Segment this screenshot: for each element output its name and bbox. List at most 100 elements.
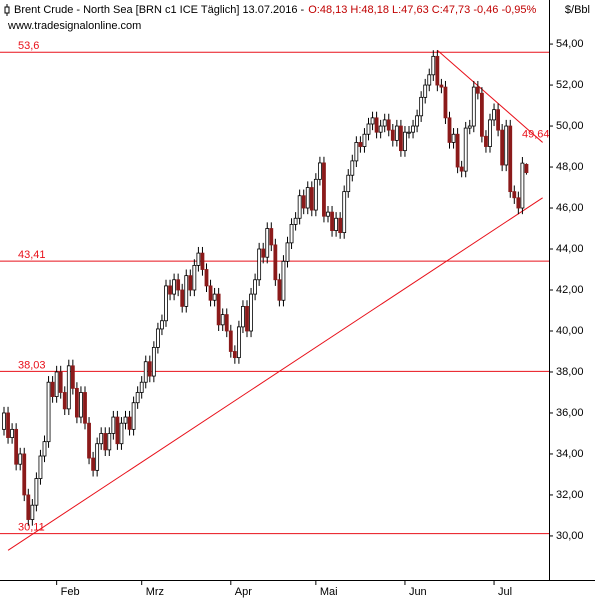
candle-body xyxy=(309,187,314,211)
candle-body xyxy=(180,289,185,307)
candle-body xyxy=(435,55,440,86)
candle-body xyxy=(220,314,225,326)
candle-body xyxy=(508,125,513,193)
candle-body xyxy=(338,217,343,234)
candle-body xyxy=(83,392,87,424)
candle-body xyxy=(492,109,496,121)
candle-body xyxy=(168,285,172,295)
candle-body xyxy=(127,416,132,430)
candle-body xyxy=(241,305,245,328)
chart-title: Brent Crude - North Sea [BRN c1 ICE Tägl… xyxy=(14,4,305,16)
y-tick-label: 42,00 xyxy=(556,284,584,296)
candle-body xyxy=(516,197,521,209)
candle-body xyxy=(172,279,177,295)
candle-body xyxy=(463,127,468,172)
candle-body xyxy=(200,252,205,270)
y-tick-label: 44,00 xyxy=(556,243,584,255)
candle-body xyxy=(151,346,156,377)
candle-body xyxy=(293,217,298,225)
candle-body xyxy=(38,455,43,479)
candle-body xyxy=(390,129,395,141)
candle-body xyxy=(6,412,10,438)
y-tick-label: 34,00 xyxy=(556,448,584,460)
candle-body xyxy=(143,361,148,383)
candle-body xyxy=(500,129,505,166)
candle-body xyxy=(443,86,448,119)
candle-body xyxy=(269,228,274,246)
candle-body xyxy=(34,478,39,506)
candle-body xyxy=(75,387,79,418)
candle-body xyxy=(322,162,326,217)
candle-body xyxy=(504,125,509,166)
candle-body xyxy=(160,320,164,330)
candle-body xyxy=(115,416,120,445)
candle-body xyxy=(354,142,359,162)
trend-line xyxy=(437,49,543,143)
icon xyxy=(4,4,10,16)
candle-body xyxy=(496,109,501,131)
candle-body xyxy=(394,125,399,141)
candle-body xyxy=(236,326,241,359)
candle-body xyxy=(386,119,391,131)
candle-body xyxy=(467,125,472,129)
candle-body xyxy=(419,96,424,117)
level-label: 30,11 xyxy=(18,522,45,534)
candle-body xyxy=(471,86,476,127)
candle-body xyxy=(50,381,55,397)
y-tick-label: 30,00 xyxy=(556,530,584,542)
candle-body xyxy=(459,166,464,172)
y-tick-label: 36,00 xyxy=(556,407,584,419)
candle-body xyxy=(99,433,104,445)
candle-body xyxy=(208,285,213,301)
candle-body xyxy=(139,381,144,393)
y-tick-label: 54,00 xyxy=(556,38,584,50)
candle-body xyxy=(123,416,128,424)
candle-body xyxy=(147,361,152,377)
candle-body xyxy=(451,133,456,143)
candle-body xyxy=(232,351,237,359)
candle-body xyxy=(358,142,363,147)
x-tick-label: Jun xyxy=(409,586,427,598)
x-tick-label: Mai xyxy=(320,586,338,598)
candle-body xyxy=(488,119,492,147)
candle-body xyxy=(70,365,75,389)
y-tick-label: 40,00 xyxy=(556,325,584,337)
x-tick-label: Mrz xyxy=(146,586,164,598)
candle-body xyxy=(253,279,258,295)
quote: O:48,13 H:48,18 L:47,63 C:47,73 -0,46 -0… xyxy=(308,4,536,16)
candle-body xyxy=(14,428,19,465)
y-tick-label: 52,00 xyxy=(556,79,584,91)
candle-body xyxy=(512,191,517,199)
candle-body xyxy=(366,123,371,135)
candle-body xyxy=(91,457,95,471)
candle-body xyxy=(475,86,480,94)
y-tick-label: 48,00 xyxy=(556,161,584,173)
candle-body xyxy=(289,224,294,244)
candle-body xyxy=(297,195,302,219)
candle-body xyxy=(119,422,124,445)
marker-label: 49,64 xyxy=(522,128,550,140)
candle-body xyxy=(22,453,27,496)
candle-body xyxy=(103,433,108,451)
candle-body xyxy=(479,92,484,137)
candle-body xyxy=(281,260,286,301)
candle-body xyxy=(411,125,415,133)
y-tick-label: 38,00 xyxy=(556,366,584,378)
candle-body xyxy=(382,119,387,127)
candle-body xyxy=(204,269,209,287)
candle-body xyxy=(79,392,83,418)
y-axis-label: $/Bbl xyxy=(565,4,590,16)
candle-body xyxy=(2,412,6,430)
candle-body xyxy=(423,84,428,98)
trend-line xyxy=(7,197,543,551)
candle-body xyxy=(273,244,278,281)
candle-body xyxy=(216,293,221,326)
candle-body xyxy=(257,248,262,281)
candle-body xyxy=(431,55,436,76)
candle-body xyxy=(95,443,100,471)
watermark: www.tradesignalonline.com xyxy=(7,20,141,32)
candle-body xyxy=(135,392,140,404)
candle-body xyxy=(455,133,460,168)
candle-body xyxy=(249,293,253,332)
